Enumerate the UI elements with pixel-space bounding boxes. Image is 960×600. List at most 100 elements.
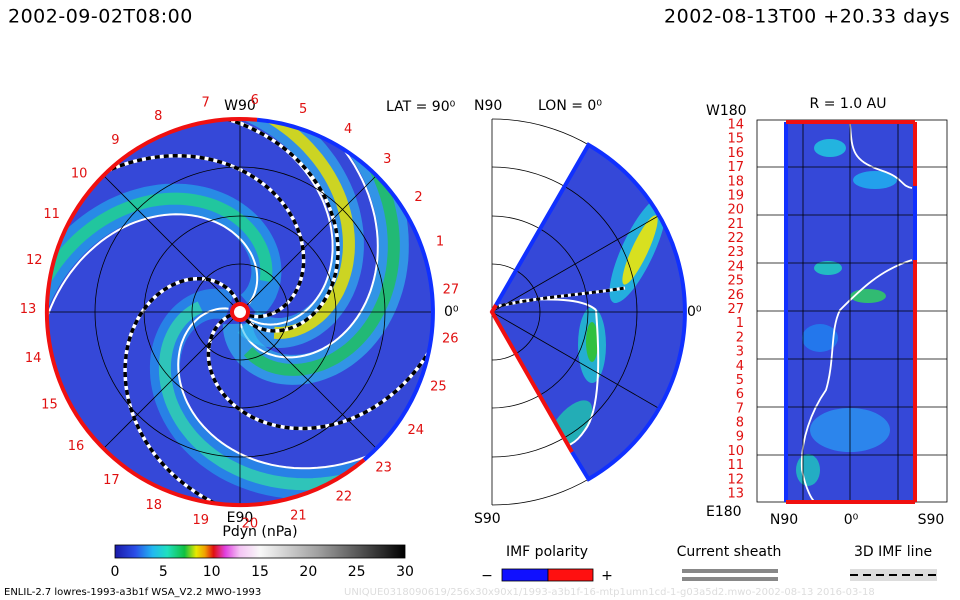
day-label: 10 — [727, 444, 744, 459]
grid-line — [492, 311, 660, 409]
density-core — [156, 119, 355, 340]
day-label: 6 — [736, 387, 744, 402]
day-label: 21 — [290, 508, 307, 523]
day-label: 24 — [727, 259, 744, 274]
day-label: 18 — [727, 174, 744, 189]
legend-title: IMF polarity — [506, 544, 588, 560]
density-blob — [814, 139, 846, 157]
e180-label: E180 — [706, 504, 742, 520]
day-label: 13 — [727, 487, 744, 502]
colorbar-tick-label: 30 — [396, 564, 414, 580]
colorbar-tick-label: 25 — [348, 564, 366, 580]
day-label: 27 — [727, 302, 744, 317]
colorbar-tick-label: 15 — [251, 564, 269, 580]
axis-label: S90 — [918, 512, 945, 528]
map-title: R = 1.0 AU — [810, 96, 887, 112]
equatorial-plane — [44, 117, 435, 508]
colorbar — [114, 544, 406, 559]
grid-line — [492, 215, 660, 313]
day-label: 26 — [442, 332, 459, 347]
sun — [230, 302, 250, 322]
day-label: 21 — [727, 217, 744, 232]
day-label: 2 — [414, 190, 422, 205]
density-blob — [853, 171, 897, 189]
zero-label: 0⁰ — [444, 304, 459, 320]
day-label: 10 — [71, 166, 88, 181]
density-blob — [802, 324, 838, 352]
day-label: 2 — [736, 330, 744, 345]
footer-right: UNIQUE0318090619/256x30x90x1/1993-a3b1f-… — [344, 587, 875, 598]
timestamp: 2002-09-02T08:00 — [8, 6, 193, 28]
day-label: 1 — [736, 316, 744, 331]
imf-line — [206, 211, 433, 431]
day-label: 4 — [344, 122, 352, 137]
day-label: 23 — [727, 245, 744, 260]
density-blob — [796, 454, 820, 486]
day-label: 3 — [383, 152, 391, 167]
density-core — [586, 322, 598, 362]
day-label: 25 — [430, 379, 447, 394]
day-label: 24 — [407, 423, 424, 438]
day-label: 17 — [103, 473, 120, 488]
day-label: 11 — [43, 207, 60, 222]
colorbar-tick-label: 0 — [111, 564, 120, 580]
current-sheath — [800, 259, 913, 502]
day-label: 7 — [736, 401, 744, 416]
day-label: 20 — [242, 516, 259, 531]
axis-label: 0⁰ — [844, 512, 859, 528]
day-label: 17 — [727, 160, 744, 175]
day-label: 14 — [25, 351, 42, 366]
density-blob — [814, 261, 842, 275]
zero-label: 0⁰ — [687, 304, 702, 320]
day-label: 1 — [436, 234, 444, 249]
n90-label: N90 — [474, 98, 502, 114]
day-label: 23 — [375, 460, 392, 475]
colorbar-tick-label: 10 — [203, 564, 221, 580]
colorbar-tick-label: 5 — [159, 564, 168, 580]
density-core — [47, 192, 273, 401]
day-label: 11 — [727, 458, 744, 473]
meridional-plane — [489, 118, 687, 506]
day-label: 22 — [336, 489, 353, 504]
day-label: 19 — [192, 513, 209, 528]
legend-minus: − — [481, 568, 493, 584]
lon-label: LON = 0⁰ — [538, 98, 602, 114]
polarity-boundary-positive — [490, 142, 687, 482]
day-label: 15 — [727, 132, 744, 147]
legend-swatch — [501, 568, 549, 582]
current-sheath — [849, 123, 913, 189]
day-label: 5 — [736, 373, 744, 388]
colorbar-label: Pdyn (nPa) — [222, 524, 297, 540]
s90-label: S90 — [474, 511, 501, 527]
current-sheath — [99, 119, 334, 326]
polarity-boundary-negative — [44, 117, 366, 508]
legend-plus: + — [601, 568, 613, 584]
axis-label: N90 — [770, 512, 798, 528]
day-label: 18 — [145, 498, 162, 513]
day-label: 3 — [736, 345, 744, 360]
day-label: 7 — [201, 95, 209, 110]
lat-label: LAT = 90⁰ — [386, 99, 456, 115]
current-sheath — [47, 213, 259, 458]
day-label: 16 — [727, 146, 744, 161]
w90-label: W90 — [224, 98, 256, 114]
day-label: 26 — [727, 288, 744, 303]
day-label: 14 — [727, 118, 744, 133]
day-label: 12 — [727, 472, 744, 487]
legend-swatch — [547, 568, 594, 582]
legend-title: 3D IMF line — [854, 544, 932, 560]
day-label: 8 — [736, 416, 744, 431]
footer-left: ENLIL-2.7 lowres-1993-a3b1f WSA_V2.2 MWO… — [4, 587, 261, 598]
sphere-map — [756, 119, 948, 504]
day-label: 8 — [154, 109, 162, 124]
day-label: 9 — [736, 430, 744, 445]
polarity-boundary-positive — [256, 117, 435, 462]
day-label: 20 — [727, 203, 744, 218]
day-label: 9 — [111, 133, 119, 148]
day-label: 15 — [41, 397, 58, 412]
day-label: 13 — [20, 302, 37, 317]
day-label: 22 — [727, 231, 744, 246]
day-label: 16 — [68, 439, 85, 454]
day-label: 25 — [727, 274, 744, 289]
